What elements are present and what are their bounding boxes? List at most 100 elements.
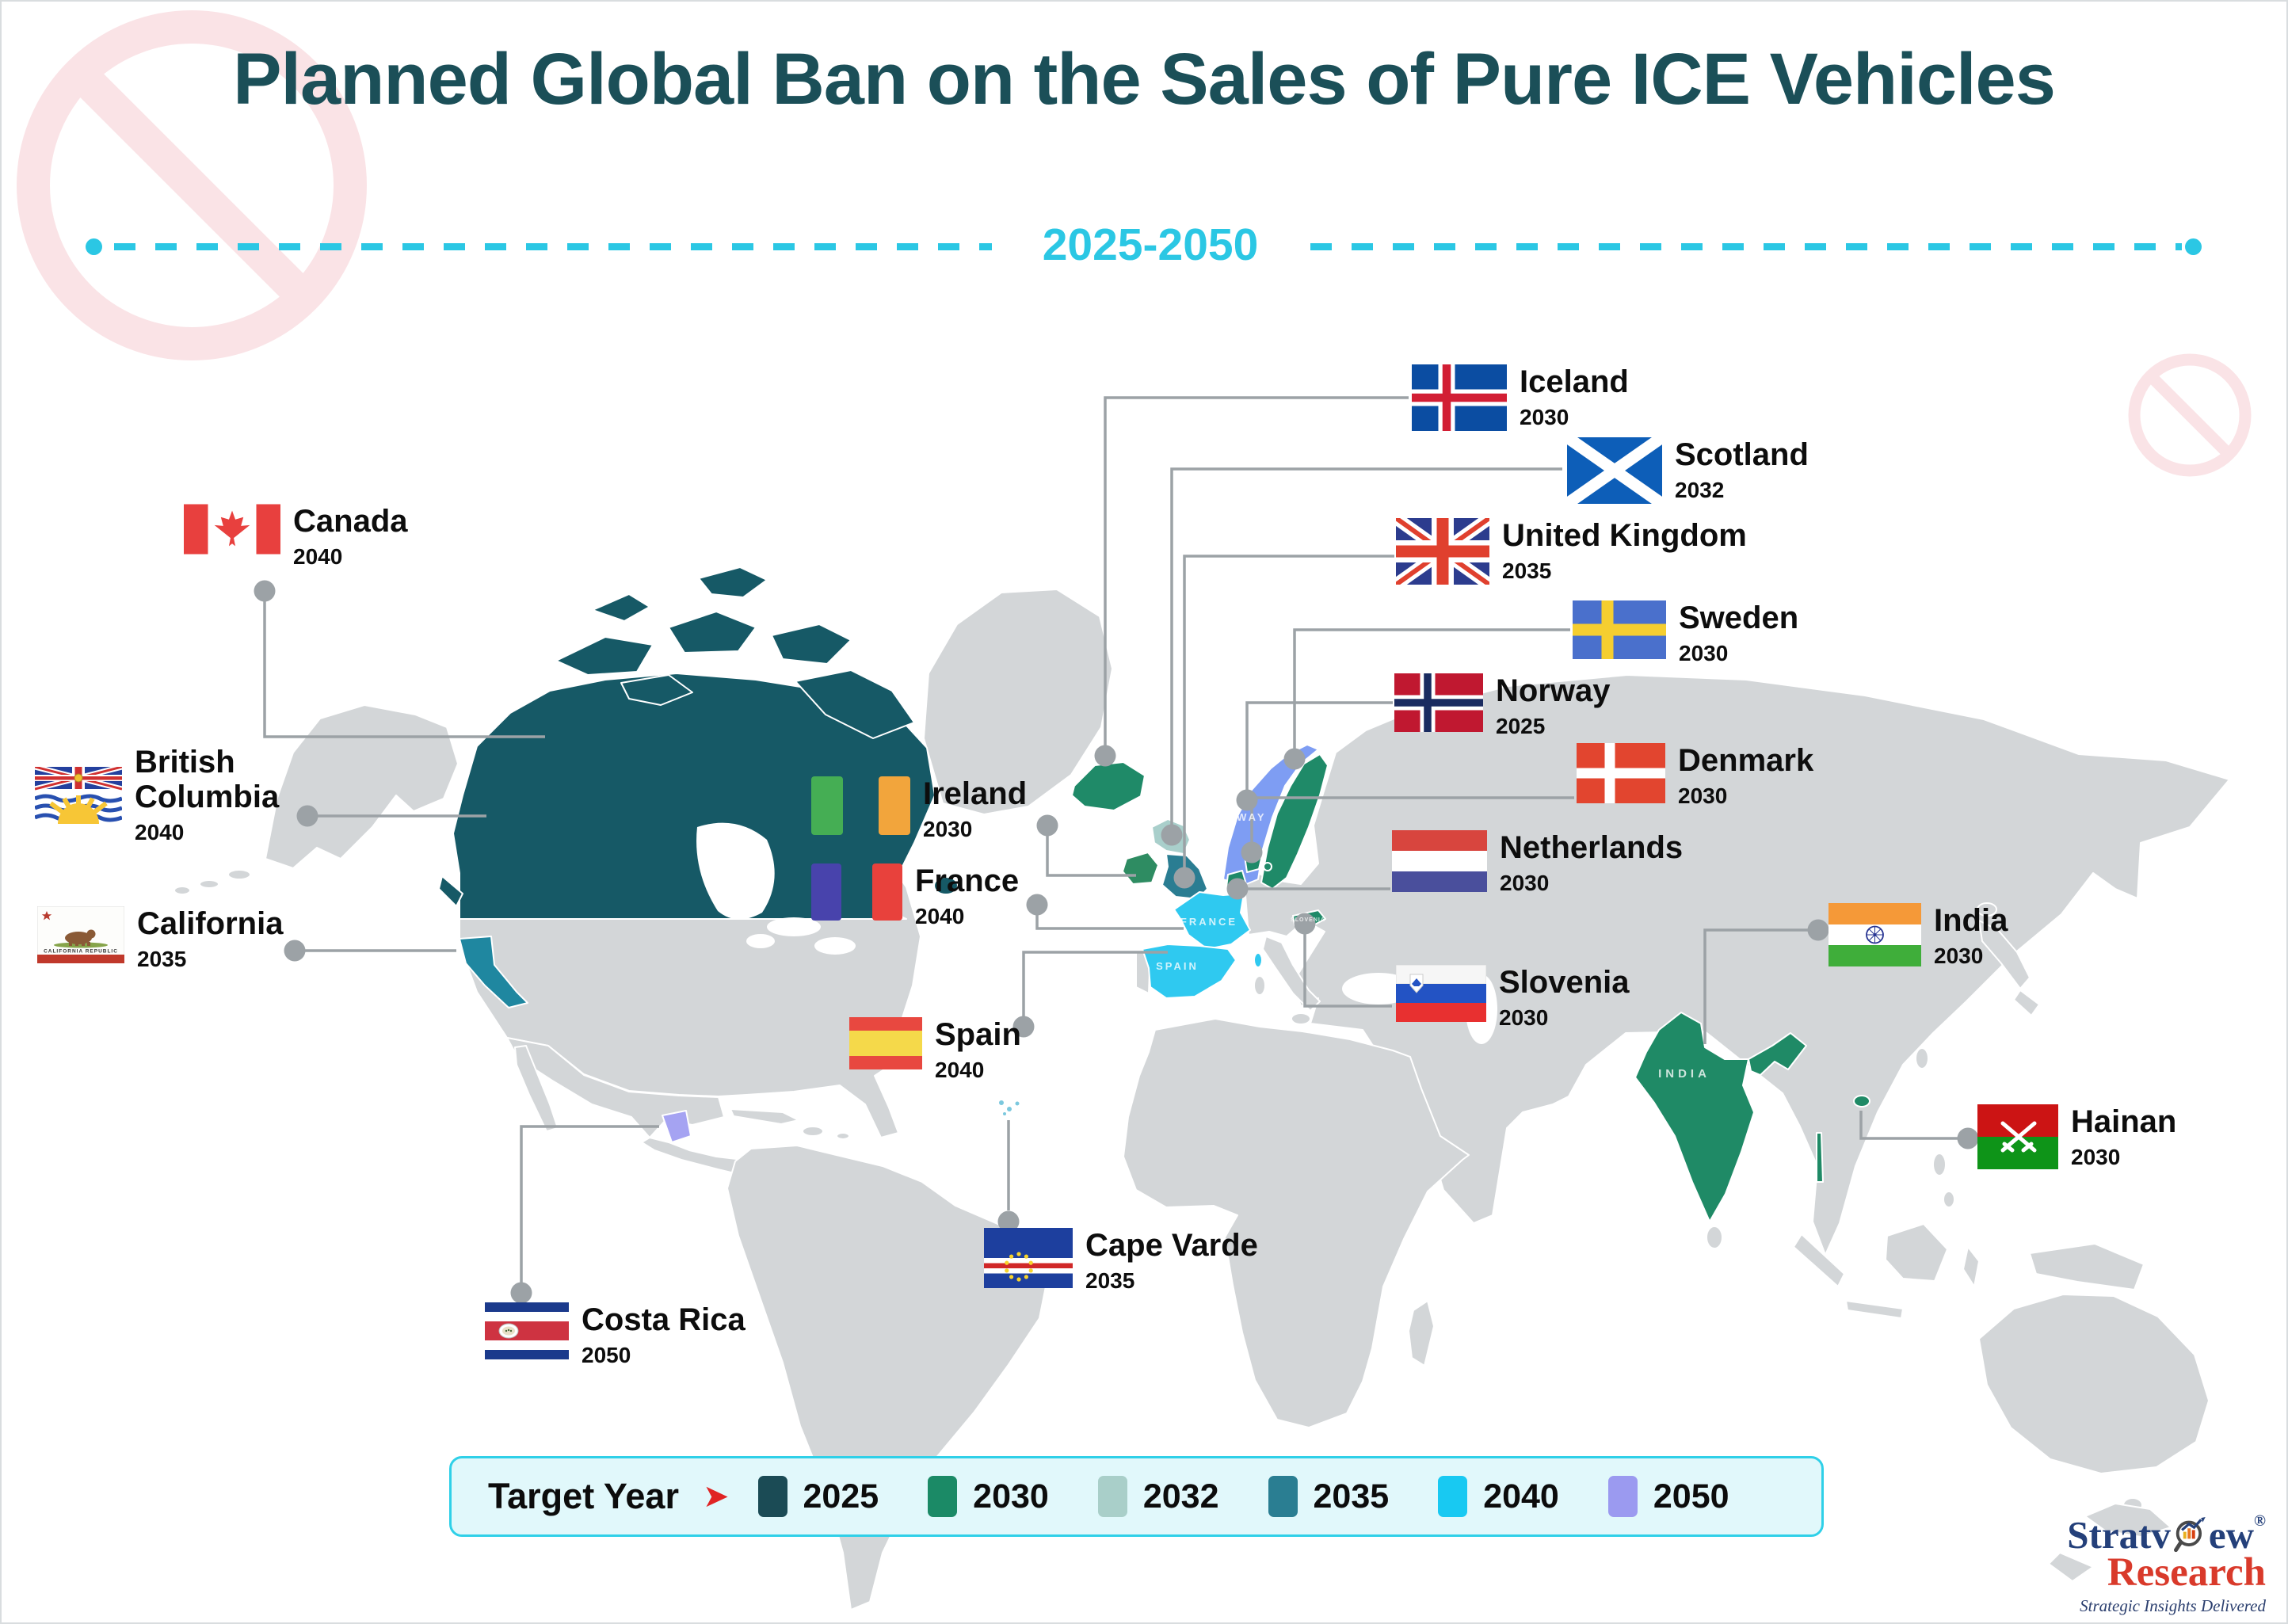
australia-shape (1978, 1294, 2210, 1474)
country-year: 2035 (1502, 558, 1552, 583)
iceland-flag-icon (1412, 364, 1507, 431)
label-slovenia: Slovenia 2030 (1396, 965, 1630, 1031)
label-hainan: Hainan 2030 (1977, 1104, 2176, 1170)
sweden-flag-icon (1573, 600, 1666, 659)
canada-flag-icon (184, 504, 280, 555)
norway-flag-icon (1394, 673, 1483, 732)
arrow-right-icon: ➤ (702, 1479, 730, 1514)
subtitle-left-dot (86, 238, 102, 255)
mexico-shape (506, 1037, 725, 1138)
country-year: 2032 (1675, 478, 1725, 502)
africa-shape (1123, 1018, 1470, 1428)
subtitle-right-dash (1310, 243, 2182, 250)
legend-year: 2040 (1483, 1477, 1559, 1515)
country-year: 2030 (2071, 1145, 2121, 1169)
map-label-india: INDIA (1658, 1067, 1710, 1081)
country-year: 2040 (293, 544, 343, 569)
connector-dots (254, 580, 1979, 1304)
country-name: Slovenia (1499, 965, 1630, 1000)
connector-india (1703, 928, 1809, 1044)
country-name: California (137, 906, 284, 941)
country-name: British Columbia (135, 745, 280, 814)
british-columbia-flag-icon (35, 766, 122, 824)
connector-scotland (1170, 467, 1562, 825)
legend-item: 2025 (757, 1476, 879, 1517)
legend-swatch (1097, 1476, 1127, 1517)
country-year: 2030 (1678, 783, 1728, 808)
label-british-columbia: British Columbia 2040 (35, 745, 313, 845)
connector-united-kingdom (1183, 555, 1394, 868)
no-sign-small-icon (2128, 353, 2252, 477)
country-year: 2035 (1085, 1268, 1135, 1293)
country-name: India (1934, 903, 2008, 938)
country-name: Spain (935, 1017, 1021, 1052)
country-name: Hainan (2071, 1104, 2177, 1139)
legend-item: 2035 (1268, 1476, 1389, 1517)
france-map-shape (1173, 891, 1251, 950)
label-denmark: Denmark 2030 (1577, 743, 1813, 809)
label-costa-rica: Costa Rica 2050 (485, 1302, 746, 1368)
country-year: 2035 (137, 947, 187, 971)
india-flag-icon (1828, 903, 1921, 966)
legend-year: 2025 (803, 1477, 879, 1515)
ireland-map-shape (1122, 852, 1159, 885)
legend-items: 2025 2030 2032 2035 2040 2050 (757, 1476, 1729, 1517)
legend: Target Year ➤ 2025 2030 2032 2035 2040 2… (449, 1456, 1824, 1537)
legend-swatch (757, 1476, 787, 1517)
spain-flag-icon (849, 1017, 922, 1069)
label-france: France 2040 (811, 863, 1019, 929)
slovenia-flag-icon (1396, 965, 1486, 1022)
connector-costa-rica (520, 1125, 659, 1283)
legend-item: 2030 (928, 1476, 1049, 1517)
subtitle: 2025-2050 (1042, 219, 1259, 270)
legend-title: Target Year (488, 1476, 679, 1516)
label-canada: Canada 2040 (184, 504, 408, 570)
country-name: Canada (293, 504, 408, 539)
country-year: 2030 (1520, 405, 1569, 429)
hainan-map-shape (1853, 1095, 1870, 1107)
country-name: Netherlands (1500, 830, 1684, 865)
iceland-map-shape (1071, 761, 1146, 811)
connector-canada (263, 600, 545, 738)
legend-swatch (928, 1476, 958, 1517)
legend-item: 2050 (1607, 1476, 1729, 1517)
united-kingdom-flag-icon (1396, 518, 1489, 585)
label-iceland: Iceland 2030 (1412, 364, 1629, 431)
spain-map-shape (1142, 944, 1237, 999)
label-california: CALIFORNIA REPUBLIC California 2035 (37, 906, 283, 972)
logo-tagline: Strategic Insights Delivered (2080, 1596, 2266, 1615)
costa-rica-flag-icon (485, 1302, 569, 1359)
label-norway: Norway 2025 (1394, 673, 1611, 739)
country-year: 2030 (1934, 944, 1984, 968)
legend-year: 2030 (973, 1477, 1049, 1515)
label-sweden: Sweden 2030 (1573, 600, 1798, 666)
label-united-kingdom: United Kingdom 2035 (1396, 518, 1747, 585)
scotland-flag-icon (1567, 437, 1662, 504)
country-year: 2040 (135, 820, 185, 844)
label-spain: Spain 2040 (849, 1017, 1021, 1083)
legend-year: 2050 (1653, 1477, 1729, 1515)
hainan-flag-icon (1977, 1104, 2058, 1169)
connector-slovenia (1303, 933, 1392, 1008)
subtitle-left-dash (114, 243, 992, 250)
france-flag-icon (811, 863, 902, 921)
registered-mark: ® (2254, 1512, 2266, 1530)
country-name: Iceland (1520, 364, 1629, 399)
subtitle-right-dot (2185, 238, 2202, 255)
connector-norway (1245, 701, 1393, 791)
page-title: Planned Global Ban on the Sales of Pure … (233, 39, 2056, 120)
connector-france (1035, 914, 1184, 930)
connector-iceland (1104, 396, 1409, 746)
label-netherlands: Netherlands 2030 (1392, 830, 1683, 896)
cape-varde-flag-icon (984, 1228, 1073, 1288)
country-name: Costa Rica (582, 1302, 746, 1337)
logo-brand-part1: Stratv (2067, 1513, 2171, 1557)
map-label-france: FRANCE (1180, 916, 1237, 928)
magnifier-chart-icon (2173, 1517, 2206, 1553)
map-label-spain: SPAIN (1156, 960, 1199, 972)
label-india: India 2030 (1828, 903, 2008, 969)
country-name: Denmark (1678, 743, 1814, 778)
legend-swatch (1438, 1476, 1468, 1517)
country-year: 2030 (1500, 871, 1550, 895)
